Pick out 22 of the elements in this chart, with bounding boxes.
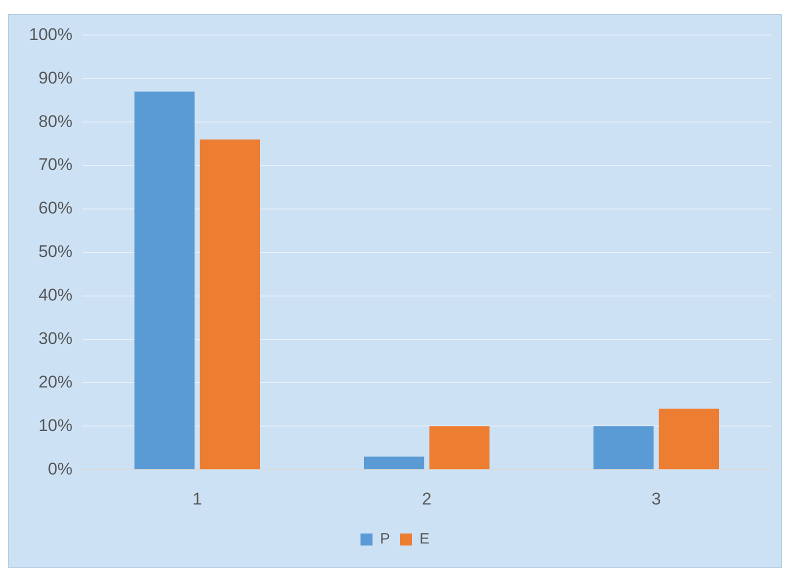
y-tick-label: 70% bbox=[38, 155, 72, 174]
bar bbox=[134, 92, 195, 470]
x-tick-label: 2 bbox=[422, 489, 432, 508]
legend-label: P bbox=[380, 530, 390, 548]
y-tick-label: 10% bbox=[38, 416, 72, 435]
y-tick-label: 100% bbox=[28, 24, 72, 44]
bar bbox=[200, 139, 260, 470]
bar bbox=[364, 456, 424, 470]
legend-label: E bbox=[420, 530, 430, 548]
y-tick-label: 0% bbox=[48, 459, 72, 478]
y-tick-label: 50% bbox=[38, 242, 72, 262]
bar bbox=[658, 408, 720, 470]
bar bbox=[429, 426, 490, 470]
y-tick-label: 90% bbox=[38, 68, 72, 88]
x-tick-label: 1 bbox=[192, 489, 202, 508]
y-tick-label: 40% bbox=[38, 286, 72, 305]
x-tick-label: 3 bbox=[652, 489, 661, 508]
y-tick-label: 30% bbox=[38, 328, 72, 348]
y-tick-label: 20% bbox=[38, 372, 72, 392]
y-tick-label: 60% bbox=[38, 198, 72, 218]
bar bbox=[593, 426, 654, 470]
y-tick-label: 80% bbox=[38, 112, 72, 131]
